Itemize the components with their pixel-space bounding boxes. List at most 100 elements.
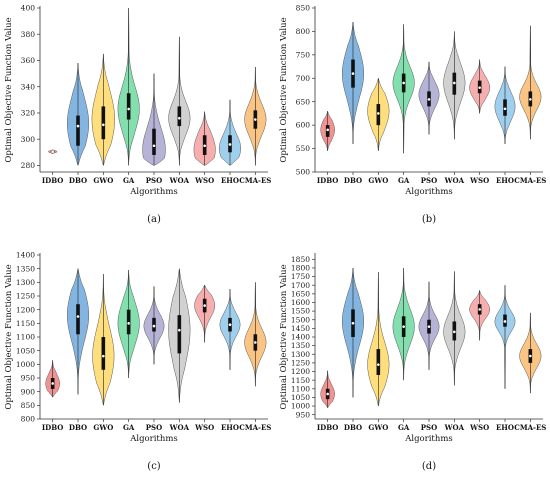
x-tick-label: EHO bbox=[221, 423, 239, 432]
x-tick-label: WOA bbox=[444, 423, 465, 432]
y-tick-label: 950 bbox=[21, 374, 36, 383]
x-tick-label: CMA-ES bbox=[239, 423, 271, 432]
y-tick-label: 1200 bbox=[16, 305, 35, 314]
violin-median bbox=[254, 118, 257, 121]
y-tick-label: 1650 bbox=[291, 289, 310, 298]
x-tick-label: DBO bbox=[344, 176, 362, 185]
x-tick-label: WOA bbox=[444, 176, 465, 185]
violin-median bbox=[453, 81, 456, 85]
y-tick-label: 1000 bbox=[291, 402, 310, 411]
x-tick-label: GWO bbox=[93, 176, 113, 185]
violin-box bbox=[177, 106, 182, 127]
y-tick-label: 1100 bbox=[16, 333, 35, 342]
violin-box bbox=[126, 309, 131, 335]
violin-median bbox=[503, 107, 507, 111]
violin-median bbox=[228, 143, 232, 146]
x-tick-label: PSO bbox=[421, 423, 437, 432]
y-tick-label: 1250 bbox=[16, 292, 35, 301]
x-tick-label: GWO bbox=[93, 423, 113, 432]
y-tick-label: 280 bbox=[21, 161, 36, 170]
y-tick-label: 360 bbox=[21, 56, 36, 65]
x-tick-label: PSO bbox=[146, 423, 162, 432]
violin-median bbox=[503, 320, 507, 323]
y-tick-label: 1400 bbox=[291, 333, 310, 342]
y-tick-label: 1050 bbox=[16, 346, 35, 355]
violin-median bbox=[529, 354, 532, 358]
violin-median bbox=[127, 107, 130, 111]
violin-median bbox=[76, 315, 80, 318]
y-tick-label: 1150 bbox=[291, 376, 310, 385]
violin-box bbox=[376, 349, 381, 375]
violin-box bbox=[177, 315, 182, 354]
x-tick-label: IDBO bbox=[42, 176, 64, 185]
y-tick-label: 320 bbox=[21, 109, 36, 118]
y-tick-label: 380 bbox=[21, 30, 36, 39]
x-axis-title: Algorithms bbox=[404, 187, 453, 197]
y-tick-label: 1350 bbox=[291, 341, 310, 350]
violin-median bbox=[478, 308, 481, 311]
violin-median bbox=[351, 321, 355, 325]
y-tick-label: 1250 bbox=[291, 358, 310, 367]
x-tick-label: GWO bbox=[368, 423, 388, 432]
x-tick-label: EHO bbox=[221, 176, 239, 185]
y-tick-label: 1400 bbox=[16, 251, 35, 260]
violin-median bbox=[478, 86, 481, 89]
violin-median bbox=[178, 116, 181, 120]
y-tick-label: 650 bbox=[296, 97, 311, 106]
violin-median bbox=[203, 304, 206, 307]
y-tick-label: 850 bbox=[21, 401, 36, 410]
violin-box bbox=[101, 337, 106, 370]
y-tick-label: 750 bbox=[296, 50, 311, 59]
y-tick-label: 550 bbox=[296, 144, 311, 153]
y-axis-title: Optimal Objective Function Value bbox=[279, 17, 289, 162]
violin-median bbox=[529, 98, 532, 101]
y-tick-label: 1050 bbox=[291, 393, 310, 402]
x-tick-label: WSO bbox=[469, 176, 489, 185]
y-tick-label: 600 bbox=[296, 121, 311, 130]
violin-median bbox=[102, 123, 105, 127]
violin-median bbox=[427, 98, 431, 101]
y-tick-label: 1800 bbox=[291, 264, 310, 273]
x-tick-label: WSO bbox=[194, 176, 214, 185]
violin-box bbox=[126, 93, 131, 120]
x-tick-label: CMA-ES bbox=[514, 176, 546, 185]
violin-chart: 280 300 320 340 360 380 400 IDBO DBO GWO GA PSO WOA W… bbox=[4, 4, 271, 225]
violin-box bbox=[152, 128, 156, 155]
y-tick-label: 1550 bbox=[291, 307, 310, 316]
x-tick-label: CMA-ES bbox=[514, 423, 546, 432]
violin-median bbox=[326, 392, 329, 396]
violin-chart: 500 550 600 650 700 750 800 850 IDBO DBO GWO GA PSO W… bbox=[279, 4, 546, 225]
violin-median bbox=[228, 323, 232, 326]
x-tick-label: GWO bbox=[368, 176, 388, 185]
violin-median bbox=[453, 330, 456, 334]
y-tick-label: 850 bbox=[296, 4, 311, 13]
violin-median bbox=[427, 325, 431, 328]
y-tick-label: 500 bbox=[296, 168, 311, 177]
y-tick-label: 1300 bbox=[16, 278, 35, 287]
violin-median bbox=[51, 382, 54, 385]
x-axis-title: Algorithms bbox=[129, 434, 178, 444]
panel-label: (c) bbox=[147, 461, 161, 472]
x-tick-label: GA bbox=[398, 176, 410, 185]
x-tick-label: IDBO bbox=[42, 423, 64, 432]
y-tick-label: 1450 bbox=[291, 324, 310, 333]
y-tick-label: 1200 bbox=[291, 367, 310, 376]
y-tick-label: 1350 bbox=[16, 264, 35, 273]
y-tick-label: 1000 bbox=[16, 360, 35, 369]
y-axis-title: Optimal Objective Function Value bbox=[4, 17, 14, 162]
y-tick-label: 950 bbox=[296, 410, 311, 419]
x-tick-label: WSO bbox=[194, 423, 214, 432]
violin-median bbox=[203, 144, 206, 148]
violin-median bbox=[152, 324, 156, 328]
x-tick-label: WOA bbox=[169, 423, 190, 432]
violin-median bbox=[377, 363, 380, 366]
violin-median bbox=[127, 322, 130, 325]
x-tick-label: GA bbox=[123, 423, 135, 432]
y-tick-label: 700 bbox=[296, 74, 311, 83]
x-tick-label: DBO bbox=[344, 423, 362, 432]
violin-median bbox=[178, 328, 181, 332]
panel-b: 500 550 600 650 700 750 800 850 IDBO DBO GWO GA PSO W… bbox=[275, 0, 550, 247]
violin-box bbox=[152, 317, 156, 332]
y-tick-label: 1100 bbox=[291, 384, 310, 393]
